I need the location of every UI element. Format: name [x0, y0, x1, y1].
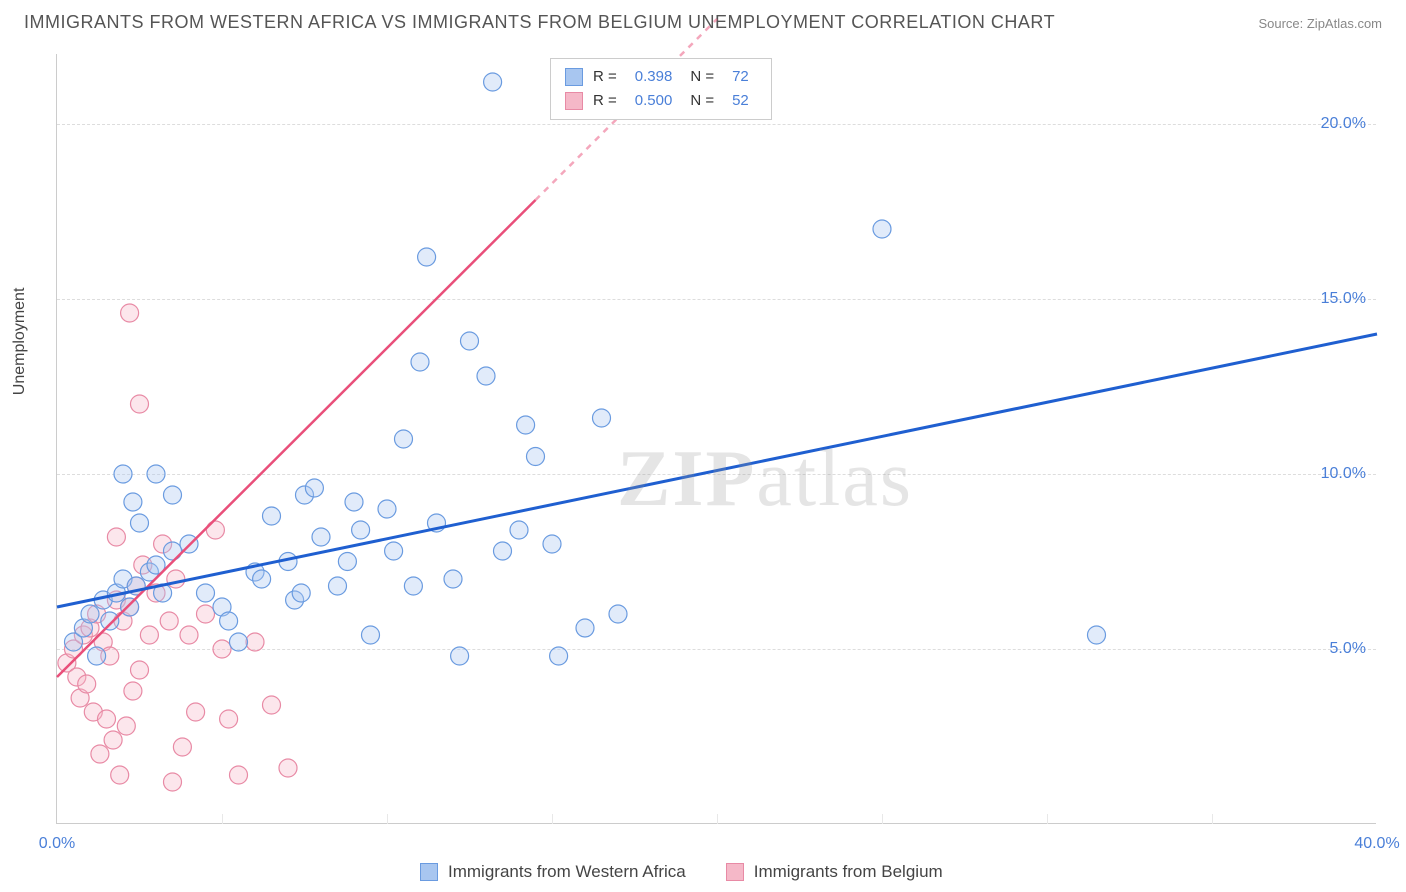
legend-swatch-icon: [565, 92, 583, 110]
data-point: [121, 304, 139, 322]
data-point: [378, 500, 396, 518]
data-point: [230, 633, 248, 651]
data-point: [609, 605, 627, 623]
series-legend: Immigrants from Western Africa Immigrants…: [420, 862, 943, 882]
data-point: [411, 353, 429, 371]
data-point: [114, 465, 132, 483]
data-point: [510, 521, 528, 539]
data-point: [197, 605, 215, 623]
data-point: [197, 584, 215, 602]
data-point: [173, 738, 191, 756]
legend-series-label: Immigrants from Belgium: [754, 862, 943, 882]
stats-legend: R = 0.398 N = 72R = 0.500 N = 52: [550, 58, 772, 120]
legend-r-value: 0.500: [627, 89, 681, 113]
data-point: [187, 703, 205, 721]
data-point: [147, 465, 165, 483]
data-point: [550, 647, 568, 665]
legend-stat-row: R = 0.500 N = 52: [565, 89, 757, 113]
legend-r-label: R =: [593, 65, 617, 89]
data-point: [101, 612, 119, 630]
x-tick-label: 40.0%: [1354, 835, 1399, 853]
data-point: [131, 661, 149, 679]
legend-series-label: Immigrants from Western Africa: [448, 862, 686, 882]
legend-swatch-icon: [420, 863, 438, 881]
data-point: [220, 612, 238, 630]
y-axis-label: Unemployment: [11, 288, 29, 396]
legend-series-item: Immigrants from Western Africa: [420, 862, 686, 882]
data-point: [117, 717, 135, 735]
data-point: [213, 640, 231, 658]
plot-area: 5.0%10.0%15.0%20.0%0.0%40.0% ZIPatlas: [56, 54, 1376, 824]
data-point: [461, 332, 479, 350]
data-point: [124, 493, 142, 511]
data-point: [140, 626, 158, 644]
data-point: [543, 535, 561, 553]
data-point: [305, 479, 323, 497]
data-point: [477, 367, 495, 385]
data-point: [88, 647, 106, 665]
data-point: [395, 430, 413, 448]
legend-r-label: R =: [593, 89, 617, 113]
data-point: [451, 647, 469, 665]
trend-line: [57, 334, 1377, 607]
legend-n-label: N =: [690, 65, 714, 89]
data-point: [527, 448, 545, 466]
data-point: [385, 542, 403, 560]
legend-r-value: 0.398: [627, 65, 681, 89]
data-point: [593, 409, 611, 427]
data-point: [362, 626, 380, 644]
data-point: [576, 619, 594, 637]
data-point: [81, 605, 99, 623]
data-point: [352, 521, 370, 539]
data-point: [121, 598, 139, 616]
source-attribution: Source: ZipAtlas.com: [1258, 16, 1382, 31]
data-point: [131, 395, 149, 413]
data-point: [180, 626, 198, 644]
data-point: [131, 514, 149, 532]
chart-title: IMMIGRANTS FROM WESTERN AFRICA VS IMMIGR…: [24, 12, 1055, 33]
data-point: [494, 542, 512, 560]
data-point: [263, 507, 281, 525]
data-point: [404, 577, 422, 595]
data-point: [160, 612, 178, 630]
data-point: [444, 570, 462, 588]
data-point: [253, 570, 271, 588]
data-point: [164, 773, 182, 791]
data-point: [124, 682, 142, 700]
data-point: [312, 528, 330, 546]
legend-swatch-icon: [726, 863, 744, 881]
data-point: [104, 731, 122, 749]
data-point: [167, 570, 185, 588]
data-point: [329, 577, 347, 595]
legend-series-item: Immigrants from Belgium: [726, 862, 943, 882]
scatter-svg: [57, 54, 1376, 823]
legend-n-value: 52: [724, 89, 757, 113]
data-point: [107, 528, 125, 546]
data-point: [230, 766, 248, 784]
legend-n-label: N =: [690, 89, 714, 113]
data-point: [111, 766, 129, 784]
data-point: [1088, 626, 1106, 644]
data-point: [263, 696, 281, 714]
data-point: [484, 73, 502, 91]
data-point: [220, 710, 238, 728]
data-point: [78, 675, 96, 693]
data-point: [873, 220, 891, 238]
data-point: [345, 493, 363, 511]
x-tick-label: 0.0%: [39, 835, 75, 853]
legend-n-value: 72: [724, 65, 757, 89]
data-point: [517, 416, 535, 434]
data-point: [164, 486, 182, 504]
data-point: [292, 584, 310, 602]
data-point: [246, 633, 264, 651]
data-point: [279, 759, 297, 777]
data-point: [98, 710, 116, 728]
data-point: [91, 745, 109, 763]
data-point: [418, 248, 436, 266]
legend-stat-row: R = 0.398 N = 72: [565, 65, 757, 89]
data-point: [338, 553, 356, 571]
legend-swatch-icon: [565, 68, 583, 86]
